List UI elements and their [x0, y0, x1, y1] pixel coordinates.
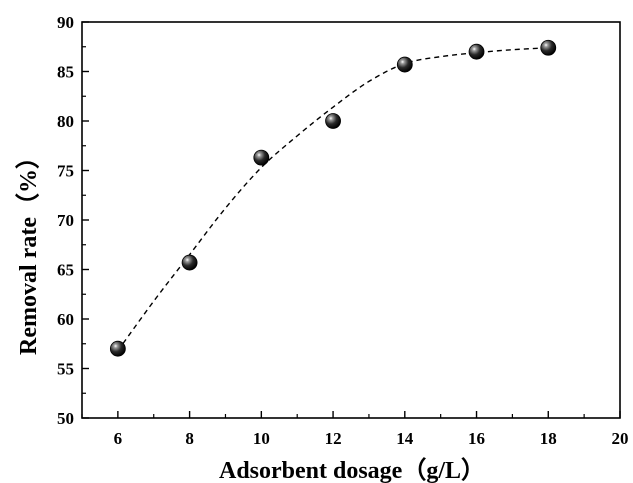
x-tick-label-10: 10: [253, 429, 270, 448]
data-point-10: [253, 149, 270, 166]
data-point-16: [468, 43, 485, 60]
data-point-12: [325, 113, 341, 129]
y-tick-label-75: 75: [57, 162, 74, 181]
y-axis-title: Removal rate（%）: [15, 145, 42, 355]
fit-curve: [117, 47, 549, 352]
y-tick-label-50: 50: [57, 409, 74, 428]
y-tick-label-60: 60: [57, 310, 74, 329]
x-tick-label-16: 16: [468, 429, 485, 448]
x-axis-title: Adsorbent dosage（g/L）: [219, 457, 485, 483]
data-point-6: [109, 340, 126, 357]
data-point-18: [540, 39, 557, 56]
x-tick-label-18: 18: [540, 429, 557, 448]
x-tick-label-12: 12: [325, 429, 342, 448]
x-tick-label-6: 6: [114, 429, 123, 448]
y-tick-label-85: 85: [57, 63, 74, 82]
y-tick-label-90: 90: [57, 13, 74, 32]
x-tick-label-20: 20: [612, 429, 629, 448]
plot-frame: [81, 21, 621, 419]
y-tick-label-80: 80: [57, 112, 74, 131]
data-point-8: [181, 254, 198, 271]
x-tick-label-8: 8: [185, 429, 194, 448]
y-tick-label-70: 70: [57, 211, 74, 230]
y-tick-label-65: 65: [57, 261, 74, 280]
x-tick-label-14: 14: [396, 429, 414, 448]
y-tick-label-55: 55: [57, 360, 74, 379]
data-point-14: [396, 56, 413, 73]
